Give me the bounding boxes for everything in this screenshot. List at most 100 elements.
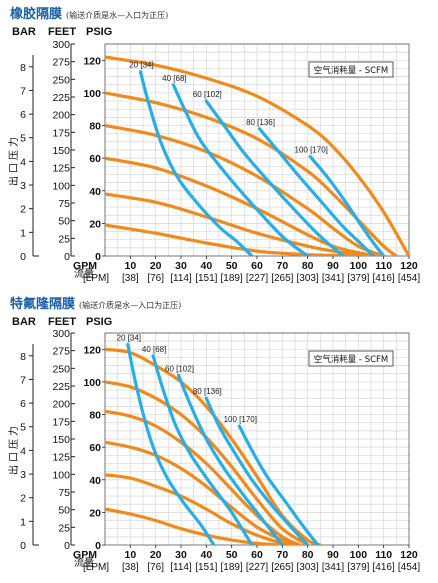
gpm-tick-label: 10 <box>124 549 136 561</box>
bar-tick-label: 2 <box>20 493 26 505</box>
lpm-tick-label: [379] <box>347 562 369 573</box>
feet-tick-label: 25 <box>58 233 70 245</box>
gpm-tick-label: 20 <box>150 260 162 272</box>
gpm-tick-label: 30 <box>175 260 187 272</box>
psig-tick-label: 60 <box>89 442 101 454</box>
y-axis-label: 出口压力 <box>7 134 20 186</box>
feet-tick-label: 25 <box>58 522 70 534</box>
chart-subtitle: (输送介质是水—入口为正压) <box>66 10 168 20</box>
psig-tick-label: 0 <box>95 251 101 263</box>
feet-tick-label: 75 <box>58 198 70 210</box>
lpm-tick-label: [114] <box>170 562 192 573</box>
unit-header-feet: FEET <box>48 26 76 38</box>
psig-tick-label: 120 <box>83 344 101 356</box>
feet-tick-label: 150 <box>52 145 70 157</box>
gpm-tick-label: 60 <box>251 260 263 272</box>
pressure-curve-3 <box>105 409 302 545</box>
lpm-tick-label: [416] <box>373 562 395 573</box>
pressure-curve-2 <box>105 91 398 256</box>
psig-tick-label: 0 <box>95 540 101 552</box>
pressure-curve-6 <box>105 507 279 545</box>
unit-header-psig: PSIG <box>86 26 112 38</box>
gpm-tick-label: 20 <box>150 549 162 561</box>
feet-tick-label: 125 <box>52 452 70 464</box>
pressure-curve-6 <box>105 223 371 256</box>
legend-text: 空气消耗量 - SCFM <box>314 65 389 76</box>
lpm-tick-label: [379] <box>347 273 369 284</box>
gpm-tick-label: 50 <box>226 260 238 272</box>
feet-tick-label: 250 <box>52 74 70 86</box>
air-curve-4 <box>204 396 310 545</box>
feet-tick-label: 0 <box>64 251 70 263</box>
gpm-unit-label: GPM <box>73 260 97 272</box>
feet-tick-label: 50 <box>58 216 70 228</box>
feet-tick-label: 275 <box>52 346 70 358</box>
lpm-tick-label: [151] <box>195 562 217 573</box>
gpm-tick-label: 60 <box>251 549 263 561</box>
chart-title: 橡胶隔膜 <box>10 6 62 22</box>
feet-tick-label: 200 <box>52 399 70 411</box>
bar-tick-label: 1 <box>20 227 26 239</box>
lpm-tick-label: [38] <box>122 273 139 284</box>
air-curve-label: 20 [34] <box>117 333 141 342</box>
legend-box <box>308 61 394 78</box>
air-curve-label: 100 [170] <box>224 415 257 424</box>
unit-header-psig: PSIG <box>86 316 112 328</box>
chart-1: 橡胶隔膜 (输送介质是水—入口为正压)BAR FEET PSIG02040608010… <box>7 6 420 284</box>
legend-box <box>308 350 394 367</box>
chart-title: 特氟隆隔膜 <box>10 296 75 312</box>
lpm-tick-label: [151] <box>195 273 217 284</box>
psig-tick-label: 60 <box>89 153 101 165</box>
bar-tick-label: 7 <box>20 85 26 97</box>
gpm-tick-label: 50 <box>226 549 238 561</box>
air-curve-2 <box>171 83 310 256</box>
psig-tick-label: 80 <box>89 410 101 422</box>
lpm-tick-label: [227] <box>246 562 268 573</box>
air-curve-2 <box>151 354 254 545</box>
pressure-curve-1 <box>105 55 411 256</box>
air-curve-label: 20 [34] <box>129 61 153 70</box>
bar-tick-label: 4 <box>20 156 26 168</box>
curves <box>105 342 322 545</box>
bar-tick-label: 3 <box>20 180 26 192</box>
feet-tick-label: 100 <box>52 180 70 192</box>
chart-subtitle: (输送介质是水—入口为正压) <box>79 300 181 310</box>
air-curve-label: 40 [68] <box>162 74 186 83</box>
lpm-unit-label: [LPM] <box>83 562 109 573</box>
feet-tick-label: 300 <box>52 39 70 51</box>
air-curve-label: 80 [136] <box>193 387 222 396</box>
lpm-unit-label: [LPM] <box>83 273 109 284</box>
air-curve-1 <box>126 342 216 545</box>
lpm-tick-label: [189] <box>221 273 243 284</box>
lpm-tick-label: [341] <box>322 562 344 573</box>
lpm-tick-label: [227] <box>246 273 268 284</box>
psig-tick-label: 20 <box>89 507 101 519</box>
feet-tick-label: 0 <box>64 540 70 552</box>
gpm-tick-label: 70 <box>276 549 288 561</box>
lpm-tick-label: [341] <box>322 273 344 284</box>
lpm-tick-label: [454] <box>398 562 420 573</box>
air-curve-3 <box>204 99 345 256</box>
psig-tick-label: 40 <box>89 475 101 487</box>
bar-tick-label: 4 <box>20 445 26 457</box>
gpm-tick-label: 30 <box>175 549 187 561</box>
x-axis-label: 流量 <box>74 267 94 280</box>
bar-tick-label-zero: 0 <box>20 540 26 552</box>
feet-tick-label: 175 <box>52 127 70 139</box>
lpm-tick-label: [76] <box>147 273 164 284</box>
gpm-tick-label: 10 <box>124 260 136 272</box>
air-curve-label: 100 [170] <box>295 146 328 155</box>
gpm-tick-label: 40 <box>200 260 212 272</box>
bar-tick-label: 8 <box>20 62 26 74</box>
bar-tick-label: 5 <box>20 133 26 145</box>
chart-2: 特氟隆隔膜 (输送介质是水—入口为正压)BAR FEET PSIG0204060801… <box>7 296 420 573</box>
legend-text: 空气消耗量 - SCFM <box>314 354 389 365</box>
x-axis-label: 流量 <box>74 556 94 569</box>
unit-header-bar: BAR <box>12 316 36 328</box>
gpm-tick-label: 100 <box>350 549 368 561</box>
air-curve-label: 40 [68] <box>142 345 166 354</box>
curves <box>105 55 411 256</box>
lpm-tick-label: [265] <box>271 273 293 284</box>
feet-tick-label: 150 <box>52 434 70 446</box>
feet-tick-label: 175 <box>52 416 70 428</box>
